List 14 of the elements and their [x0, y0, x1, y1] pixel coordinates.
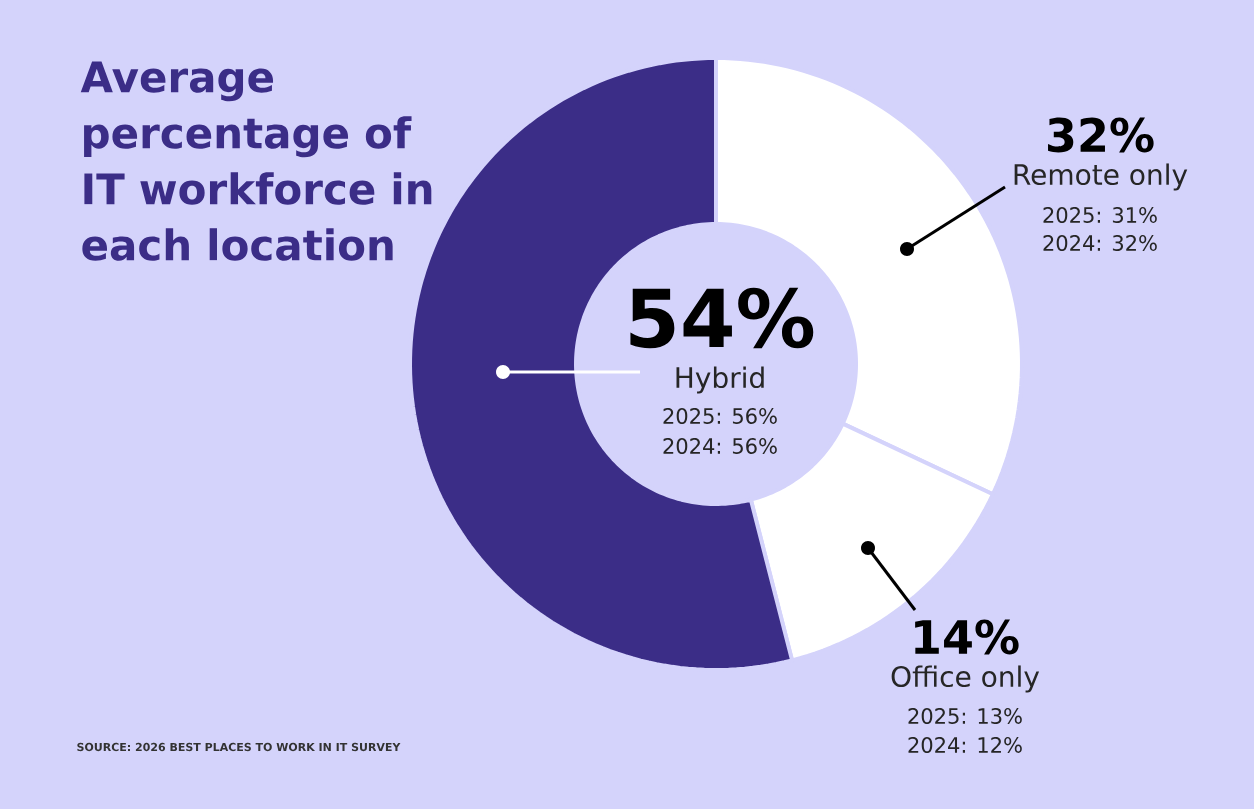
- text: 2025: 13%: [908, 708, 1022, 724]
- data-label: 32%: [1048, 117, 1154, 153]
- slice-label: Office only: [891, 665, 1040, 693]
- text: 2024: 32%: [1043, 235, 1157, 251]
- text: Average percentage of IT workforce in each location: [80, 61, 432, 261]
- text: 2025: 56%: [663, 408, 777, 424]
- data-label: 54%: [630, 287, 814, 349]
- data-label: 14%: [915, 619, 1019, 655]
- text: 2024: 12%: [908, 737, 1022, 753]
- source-note: SOURCE: 2026 BEST PLACES TO WORK IN IT SURVEY: [77, 742, 401, 752]
- text: 2024: 56%: [663, 438, 777, 454]
- slice-label: Hybrid: [676, 366, 764, 394]
- slice-label: Remote only: [1014, 163, 1188, 191]
- text: 2025: 31%: [1043, 207, 1157, 223]
